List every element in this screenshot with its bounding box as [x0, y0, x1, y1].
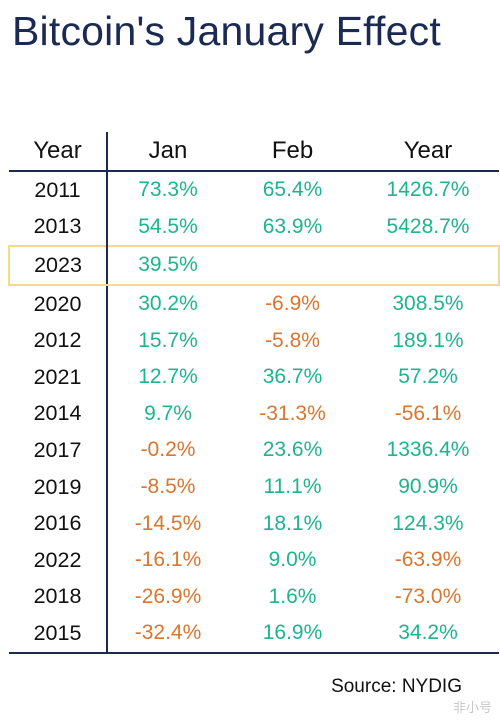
column-header-year: Year	[9, 132, 108, 172]
annual-return-cell: 90.9%	[398, 475, 458, 499]
jan-return-cell: 15.7%	[138, 328, 198, 352]
feb-return-cell: 65.4%	[262, 178, 323, 202]
table-row: 2022 -16.1% 9.0% -63.9%	[9, 541, 499, 579]
year-cell: 2020	[9, 284, 108, 323]
feb-return-cell: -31.3%	[259, 401, 326, 425]
table-body: 2011 73.3% 65.4% 1426.7% 2013 54.5% 63.9% 5428.…	[8, 171, 500, 654]
jan-return-cell: 30.2%	[138, 292, 198, 316]
table-row: 2017 -0.2% 23.6% 1336.4%	[9, 432, 499, 469]
source-note: Source: NYDIG	[331, 676, 462, 697]
jan-return-cell: 54.5%	[138, 214, 198, 238]
year-cell: 2019	[9, 468, 108, 506]
feb-return-cell: 9.0%	[268, 548, 317, 572]
year-cell: 2017	[9, 432, 108, 469]
jan-return-cell: 39.5%	[107, 245, 228, 286]
annual-return-cell: 189.1%	[392, 328, 464, 352]
jan-return-cell: -26.9%	[134, 584, 202, 608]
table-row: 2019 -8.5% 11.1% 90.9%	[9, 468, 499, 506]
feb-return-cell	[228, 245, 357, 286]
annual-return-cell: 1336.4%	[386, 438, 470, 462]
annual-return-cell: 124.3%	[392, 511, 464, 535]
table-row: 2023 39.5%	[8, 245, 500, 286]
table-row: 2014 9.7% -31.3% -56.1%	[9, 395, 499, 433]
year-cell: 2016	[9, 505, 108, 542]
jan-return-cell: 12.7%	[138, 365, 198, 389]
jan-return-cell: -14.5%	[134, 511, 202, 535]
year-cell: 2022	[9, 541, 108, 579]
year-cell: 2018	[9, 578, 108, 616]
annual-return-cell: 1426.7%	[386, 178, 470, 202]
feb-return-cell: 11.1%	[263, 475, 322, 499]
annual-return-cell: -73.0%	[394, 584, 462, 608]
table-header-row: Year Jan Feb Year	[9, 132, 499, 172]
returns-table-container: Year Jan Feb Year 2011 73.3% 65.4% 1426.7% 2…	[8, 132, 500, 654]
table-row: 2011 73.3% 65.4% 1426.7%	[9, 171, 499, 209]
annual-return-cell: -56.1%	[394, 401, 462, 425]
annual-return-cell: 5428.7%	[386, 214, 470, 238]
returns-table: Year Jan Feb Year 2011 73.3% 65.4% 1426.7% 2…	[8, 132, 500, 654]
year-cell: 2012	[9, 322, 108, 359]
column-header-annual: Year	[357, 132, 499, 172]
jan-return-cell: -16.1%	[134, 548, 202, 572]
annual-return-cell: -63.9%	[394, 548, 462, 572]
annual-return-cell: 34.2%	[357, 615, 499, 654]
column-header-feb: Feb	[228, 132, 357, 172]
feb-return-cell: 23.6%	[262, 438, 323, 462]
table-row: 2013 54.5% 63.9% 5428.7%	[9, 208, 499, 247]
feb-return-cell: -5.8%	[265, 328, 320, 352]
jan-return-cell: -8.5%	[140, 475, 196, 499]
table-row: 2021 12.7% 36.7% 57.2%	[9, 358, 499, 396]
watermark: 非小号	[452, 700, 492, 715]
year-cell: 2021	[9, 358, 108, 396]
feb-return-cell: 18.1%	[262, 511, 323, 535]
feb-return-cell: 1.6%	[268, 584, 317, 608]
table-row: 2018 -26.9% 1.6% -73.0%	[9, 578, 499, 616]
jan-return-cell: 9.7%	[144, 401, 192, 425]
chart-title: Bitcoin's January Effect	[12, 8, 441, 54]
year-cell: 2011	[9, 171, 108, 209]
feb-return-cell: 36.7%	[262, 365, 323, 389]
feb-return-cell: -6.9%	[265, 292, 320, 316]
annual-return-cell: 308.5%	[392, 292, 464, 316]
year-cell: 2014	[9, 395, 108, 433]
jan-return-cell: -0.2%	[140, 438, 196, 462]
year-cell: 2015	[9, 615, 108, 654]
table-row: 2020 30.2% -6.9% 308.5%	[9, 284, 499, 323]
year-cell: 2023	[8, 245, 108, 286]
annual-return-cell: 57.2%	[398, 365, 458, 389]
annual-return-cell	[357, 245, 500, 286]
column-header-jan: Jan	[107, 132, 228, 172]
table-row: 2015 -32.4% 16.9% 34.2%	[9, 615, 499, 654]
jan-return-cell: -32.4%	[107, 615, 228, 654]
jan-return-cell: 73.3%	[138, 178, 198, 202]
feb-return-cell: 16.9%	[228, 615, 357, 654]
table-row: 2016 -14.5% 18.1% 124.3%	[9, 505, 499, 542]
feb-return-cell: 63.9%	[262, 214, 323, 238]
year-cell: 2013	[9, 208, 108, 247]
table-row: 2012 15.7% -5.8% 189.1%	[9, 322, 499, 359]
